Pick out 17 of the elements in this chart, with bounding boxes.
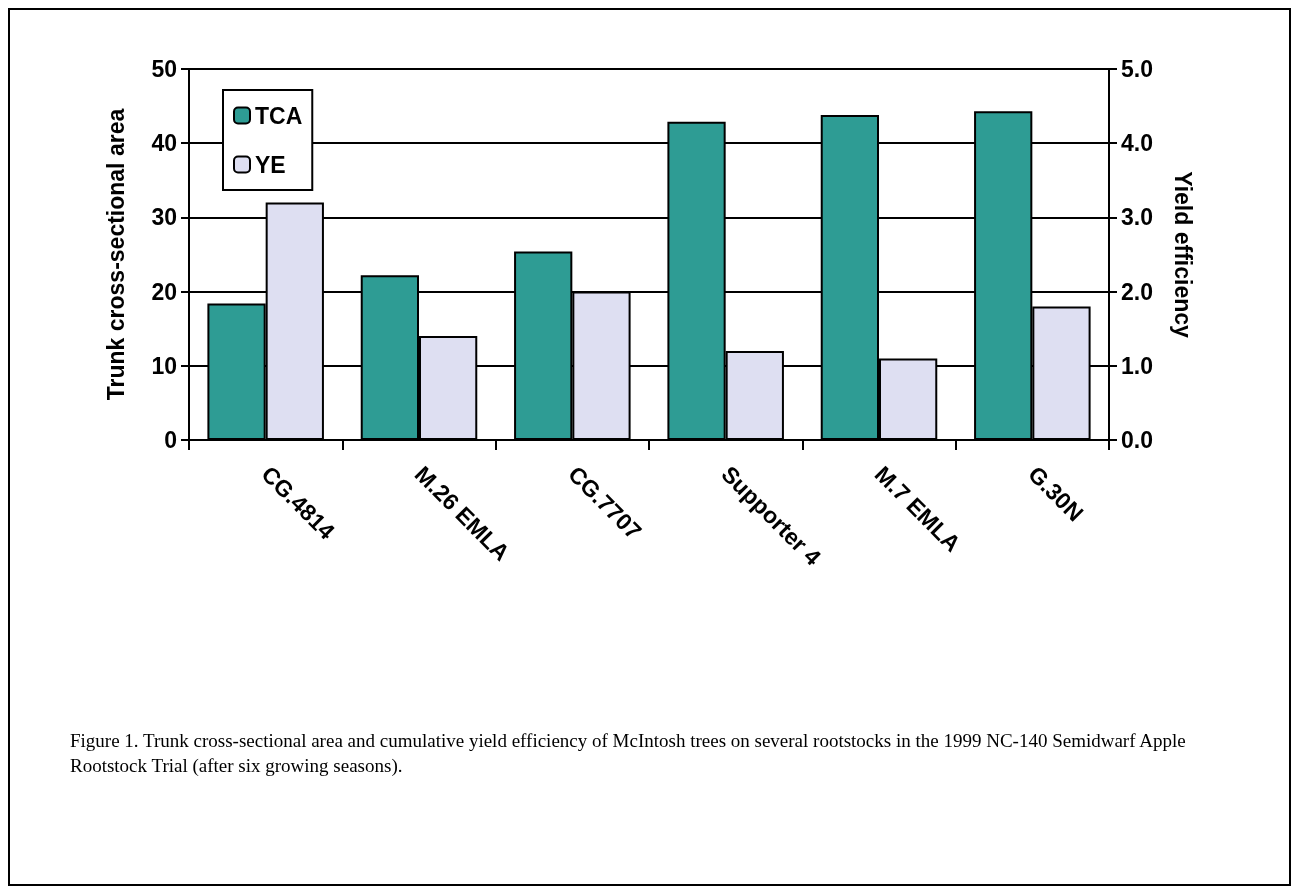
y2-tick-label: 1.0: [1121, 352, 1153, 379]
y-tick-label: 10: [151, 352, 177, 379]
y2-tick-label: 3.0: [1121, 204, 1153, 231]
y-tick-label: 0: [164, 427, 177, 453]
y-tick-label: 40: [151, 130, 177, 157]
legend-label: YE: [255, 151, 286, 178]
y2-tick-label: 4.0: [1121, 130, 1153, 157]
y2-tick-label: 0.0: [1121, 427, 1153, 453]
legend-label: TCA: [255, 102, 303, 129]
caption: Figure 1. Trunk cross-sectional area and cumulative yield efficiency of McIntosh trees on several rootstocks in the 1999 NC-140 Semidwarf Apple Rootstock Trial (after six growing seasons).: [70, 729, 1187, 778]
y2-tick-label: 2.0: [1121, 278, 1153, 305]
y2-tick-label: 5.0: [1121, 56, 1153, 82]
y2-axis-title: Yield efficiency: [1169, 171, 1196, 339]
y-tick-label: 20: [151, 278, 177, 305]
y-tick-label: 30: [151, 204, 177, 231]
y-tick-label: 50: [151, 56, 177, 82]
y-axis-title: Trunk cross-sectional area: [102, 108, 129, 401]
